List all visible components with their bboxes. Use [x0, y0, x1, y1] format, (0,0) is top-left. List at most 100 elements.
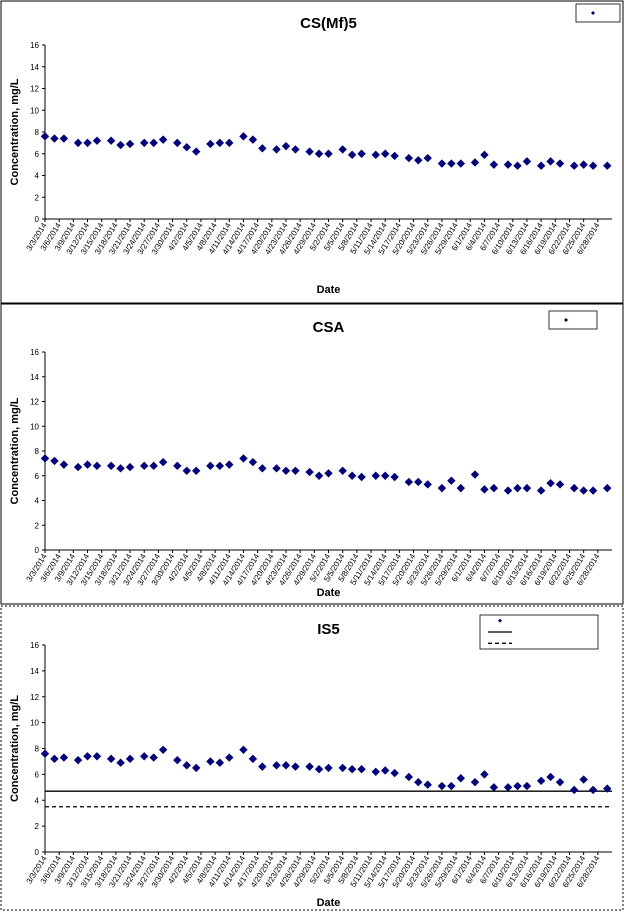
series-0 — [40, 745, 612, 795]
y-tick-label: 16 — [30, 348, 39, 357]
data-point — [513, 161, 522, 170]
data-point — [140, 752, 149, 761]
data-point — [489, 160, 499, 169]
data-point — [92, 752, 102, 761]
data-point — [59, 753, 69, 762]
data-point — [40, 132, 50, 141]
data-point — [456, 774, 465, 783]
data-point — [404, 772, 414, 782]
data-point — [106, 136, 116, 145]
series-0 — [40, 454, 612, 495]
data-point — [437, 781, 447, 791]
data-point — [480, 150, 489, 160]
data-point — [390, 768, 399, 778]
data-point — [381, 471, 390, 480]
data-point — [555, 777, 565, 787]
data-point — [73, 462, 83, 472]
data-point — [149, 138, 158, 148]
data-point — [206, 461, 215, 471]
data-point — [546, 772, 555, 782]
data-point — [314, 471, 324, 480]
y-tick-label: 6 — [35, 150, 40, 159]
x-axis-label: Date — [317, 587, 341, 599]
chart-title: CS(Mf)5 — [300, 15, 357, 32]
data-point — [437, 483, 447, 493]
y-tick-label: 16 — [30, 41, 39, 50]
data-point — [371, 150, 380, 160]
data-point — [470, 777, 480, 787]
data-point — [546, 478, 555, 488]
series-0 — [40, 132, 612, 170]
data-point — [324, 763, 333, 773]
data-point — [546, 157, 555, 166]
y-tick-label: 2 — [35, 521, 40, 530]
data-point — [239, 454, 248, 463]
data-point — [305, 762, 314, 771]
chart-panel-0: CS(Mf)502468101214163/3/20143/6/20143/9/… — [0, 0, 624, 304]
legend — [575, 3, 621, 23]
data-point — [173, 461, 182, 471]
y-axis-label: Concentration, mg/L — [9, 397, 21, 504]
data-point — [357, 149, 366, 158]
data-point — [182, 761, 191, 770]
data-point — [570, 483, 579, 493]
data-point — [447, 159, 456, 168]
data-point — [357, 472, 366, 482]
data-point — [281, 761, 291, 770]
data-point — [489, 483, 499, 493]
data-point — [258, 144, 267, 153]
y-tick-label: 14 — [30, 63, 39, 72]
data-point — [381, 149, 390, 158]
legend — [479, 614, 599, 650]
data-point — [404, 477, 414, 487]
data-point — [192, 466, 201, 475]
data-point — [40, 454, 50, 463]
data-point — [423, 480, 432, 489]
data-point — [414, 156, 423, 165]
data-point — [73, 755, 83, 765]
data-point — [381, 766, 390, 775]
data-point — [447, 781, 456, 791]
panel-border — [0, 303, 624, 605]
data-point — [291, 762, 300, 771]
data-point — [125, 462, 135, 472]
data-point — [59, 134, 69, 143]
data-point — [206, 757, 215, 766]
legend-marker — [591, 11, 595, 15]
data-point — [522, 157, 532, 166]
legend-box — [548, 310, 598, 330]
data-point — [522, 781, 532, 791]
data-point — [423, 153, 432, 163]
data-point — [116, 140, 125, 150]
y-tick-label: 6 — [35, 770, 40, 779]
chart-title: IS5 — [317, 621, 340, 638]
data-point — [456, 159, 465, 168]
data-point — [125, 754, 135, 764]
data-point — [215, 758, 225, 767]
data-point — [116, 464, 125, 473]
data-point — [536, 161, 546, 170]
y-tick-label: 12 — [30, 398, 39, 407]
y-tick-label: 4 — [35, 172, 40, 181]
data-point — [588, 161, 598, 170]
data-point — [92, 461, 102, 471]
data-point — [338, 466, 347, 475]
data-point — [50, 754, 59, 764]
data-point — [603, 161, 612, 170]
y-tick-label: 12 — [30, 85, 39, 94]
data-point — [225, 460, 234, 469]
data-point — [305, 467, 314, 477]
data-point — [215, 461, 225, 471]
data-point — [272, 145, 281, 154]
data-point — [215, 138, 225, 148]
chart-title: CSA — [313, 319, 345, 336]
data-point — [390, 472, 399, 482]
data-point — [158, 745, 168, 754]
data-point — [305, 147, 314, 156]
data-point — [536, 486, 546, 495]
data-point — [83, 460, 92, 469]
y-tick-label: 6 — [35, 472, 40, 481]
data-point — [489, 783, 499, 792]
data-point — [248, 754, 258, 764]
data-point — [281, 141, 291, 151]
